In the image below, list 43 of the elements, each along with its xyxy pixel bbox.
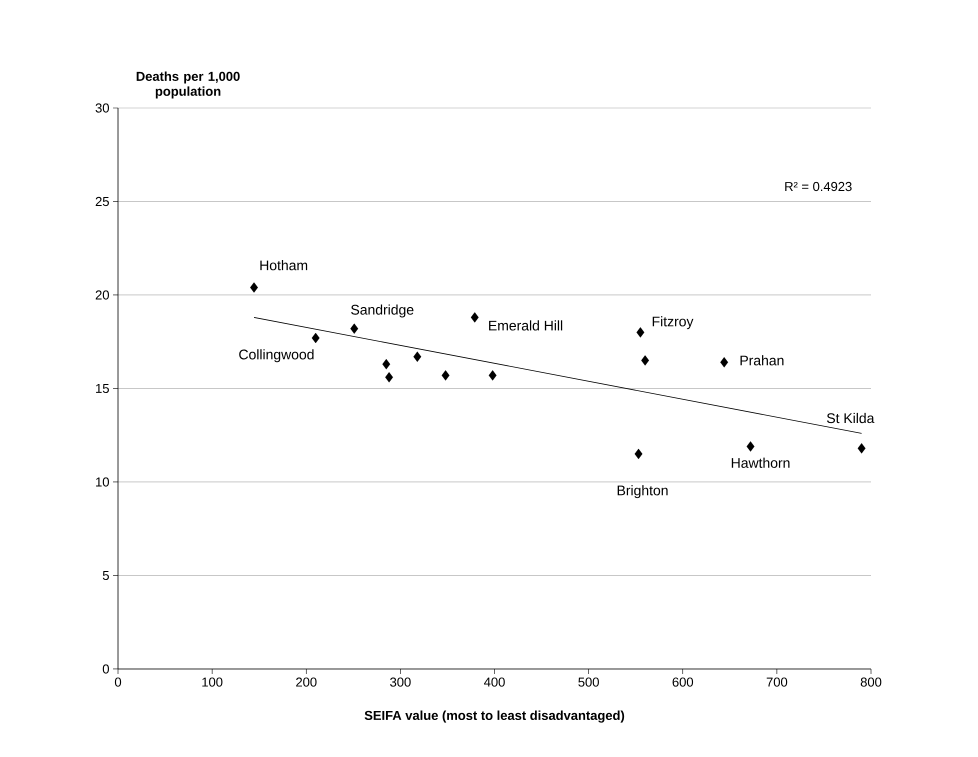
annotation: Brighton (618, 485, 668, 498)
annotation: R² = 0.4923 (785, 182, 852, 192)
point (746, 441, 754, 452)
y-tick-label: 30 (96, 103, 109, 113)
y-tick-label: 0 (102, 664, 109, 674)
x-tick-label: 200 (296, 678, 317, 687)
annotation: Emerald Hill (489, 320, 562, 331)
point (470, 312, 479, 323)
annotation: Fitzroy (652, 316, 694, 330)
annotation: Hawthorn (732, 458, 790, 468)
point (720, 357, 728, 368)
point (312, 332, 320, 344)
point (413, 351, 422, 362)
x-tick-label: 800 (860, 678, 882, 687)
point (442, 370, 450, 381)
y-axis-title: Deaths per 1,000 population (136, 71, 240, 98)
annotation: St Kilda (826, 412, 874, 424)
x-tick-label: 300 (390, 678, 411, 687)
annotation: Sandridge (351, 304, 414, 318)
annotation: Prahan (740, 355, 784, 366)
y-tick-label: 20 (96, 290, 109, 300)
x-axis-title: SEIFA value (most to least disadvantaged) (364, 710, 624, 723)
point (350, 323, 358, 334)
x-tick-label: 700 (766, 678, 788, 687)
x-tick-label: 500 (578, 678, 599, 687)
point (858, 443, 866, 454)
point (636, 327, 644, 338)
x-tick-label: 100 (202, 678, 222, 687)
point (382, 358, 390, 370)
point (634, 448, 642, 460)
point (385, 372, 394, 382)
y-tick-label: 5 (102, 570, 109, 580)
annotation: Hotham (260, 260, 308, 270)
point (641, 355, 650, 366)
y-tick-label: 10 (96, 477, 109, 487)
y-tick-label: 15 (96, 384, 109, 393)
y-tick-label: 25 (96, 196, 109, 206)
annotation: Collingwood (239, 349, 314, 362)
x-tick-label: 400 (484, 678, 505, 687)
point (250, 282, 258, 293)
point (488, 370, 497, 381)
x-tick-label: 600 (672, 678, 694, 687)
x-tick-label: 0 (114, 678, 122, 687)
